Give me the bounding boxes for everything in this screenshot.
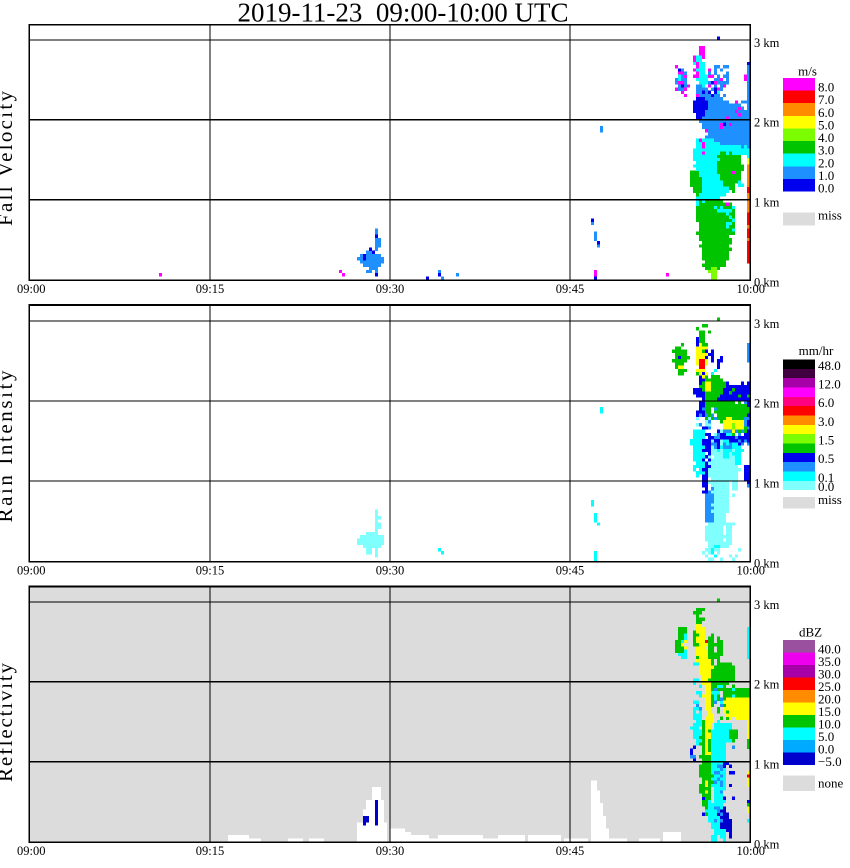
svg-text:2 km: 2 km [754,397,780,411]
svg-text:4.0: 4.0 [818,130,834,145]
svg-text:2.0: 2.0 [818,155,834,170]
svg-text:10:00: 10:00 [737,563,765,577]
svg-text:Fall Velocity: Fall Velocity [0,91,17,227]
svg-text:6.0: 6.0 [818,105,834,120]
svg-text:1 km: 1 km [754,196,780,210]
svg-text:35.0: 35.0 [818,654,841,669]
svg-text:0 km: 0 km [754,275,780,289]
svg-text:48.0: 48.0 [818,358,841,373]
svg-text:0 km: 0 km [754,837,780,851]
svg-text:1.0: 1.0 [818,168,834,183]
svg-text:miss: miss [818,492,842,507]
svg-text:3 km: 3 km [754,598,780,612]
svg-text:0.0: 0.0 [818,741,834,756]
svg-text:3 km: 3 km [754,317,780,331]
svg-text:5.0: 5.0 [818,117,834,132]
svg-text:12.0: 12.0 [818,377,841,392]
svg-text:1.5: 1.5 [818,433,834,448]
svg-text:6.0: 6.0 [818,395,834,410]
svg-text:mm/hr: mm/hr [799,343,834,358]
svg-text:09:45: 09:45 [556,844,584,858]
svg-text:09:00: 09:00 [17,844,45,858]
svg-text:dBZ: dBZ [799,624,822,639]
svg-text:30.0: 30.0 [818,666,841,681]
svg-text:0.5: 0.5 [818,451,834,466]
svg-text:09:30: 09:30 [376,282,404,296]
svg-text:1 km: 1 km [754,477,780,491]
svg-text:40.0: 40.0 [818,641,841,656]
svg-text:2 km: 2 km [754,678,780,692]
svg-text:0.0: 0.0 [818,479,834,494]
svg-text:Rain Intensity: Rain Intensity [0,370,17,523]
svg-text:10:00: 10:00 [737,282,765,296]
svg-text:3.0: 3.0 [818,143,834,158]
svg-text:10.0: 10.0 [818,716,841,731]
svg-text:09:45: 09:45 [556,563,584,577]
svg-text:3 km: 3 km [754,36,780,50]
svg-text:20.0: 20.0 [818,691,841,706]
svg-text:0.1: 0.1 [818,470,834,485]
svg-text:3.0: 3.0 [818,414,834,429]
svg-text:15.0: 15.0 [818,704,841,719]
svg-text:5.0: 5.0 [818,729,834,744]
svg-text:8.0: 8.0 [818,80,834,95]
svg-text:09:00: 09:00 [17,282,45,296]
svg-text:09:00: 09:00 [17,563,45,577]
svg-text:m/s: m/s [798,64,817,79]
svg-text:09:15: 09:15 [196,844,224,858]
svg-text:Reflectivity: Reflectivity [0,663,17,783]
svg-text:7.0: 7.0 [818,92,834,107]
svg-text:2 km: 2 km [754,116,780,130]
svg-text:0 km: 0 km [754,557,780,571]
svg-text:09:30: 09:30 [376,844,404,858]
svg-text:miss: miss [818,208,842,223]
svg-text:−5.0: −5.0 [818,754,842,769]
svg-text:09:15: 09:15 [196,282,224,296]
svg-text:0.0: 0.0 [818,181,834,196]
svg-text:1 km: 1 km [754,758,780,772]
svg-text:25.0: 25.0 [818,679,841,694]
svg-text:2019-11-23 09:00-10:00 UTC: 2019-11-23 09:00-10:00 UTC [238,0,569,28]
svg-text:none: none [818,776,844,791]
svg-text:09:30: 09:30 [376,563,404,577]
svg-text:09:15: 09:15 [196,563,224,577]
svg-text:09:45: 09:45 [556,282,584,296]
svg-text:10:00: 10:00 [737,844,765,858]
